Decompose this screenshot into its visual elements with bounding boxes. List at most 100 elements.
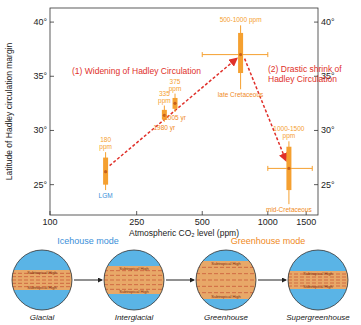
point-label: ppm [99,143,112,151]
point [173,102,176,105]
globe-outline [288,250,348,310]
y-tick [50,22,54,23]
globe-outline [104,250,164,310]
globe: Subtropical High Subtropical High [288,250,348,310]
x-tick-label: 1000 [258,217,278,227]
plot-frame [50,8,318,215]
circulation-line [12,283,72,284]
error-box [103,158,108,185]
stage-arrow [166,280,194,281]
ocean [12,250,72,310]
panel-label: Supergreenhouse [286,313,350,322]
y-tick-label: 40° [33,17,47,27]
x-cap [267,52,268,57]
point-name: 1980 yr [154,124,177,132]
mode-label: Greenhouse mode [231,236,306,246]
x-tick [50,211,51,215]
y-tick [50,76,54,77]
band-label: Subtropical High [303,284,332,289]
band-label: Subtropical High [211,294,240,299]
y2-tick-label: 25° [321,180,335,190]
y-tick [50,184,54,185]
y2-tick-label: 30° [321,125,335,135]
y2-tick-label: 40° [321,17,335,27]
circulation-line [104,284,164,285]
point-label: 1000-1500 [273,125,304,132]
x-tick-label: 1500 [296,217,316,227]
point [104,170,107,173]
circulation-line [104,275,164,276]
point-name: 2005 yr [164,114,187,122]
x-cap [312,166,313,171]
circulation-line [12,280,72,281]
stage-arrow [258,280,286,281]
annotation: (1) Widening of Hadley Circulation [72,66,201,76]
y-axis-label: Latitude of Hadley circulation margin [4,42,14,180]
y2-tick [314,22,318,23]
y-tick-label: 25° [33,180,47,190]
x-range [202,54,268,55]
hadley-band [12,270,72,290]
point-label: 375 [170,78,181,85]
point [287,167,290,170]
point-name: late Cretaceous [218,91,264,98]
ocean [104,250,164,310]
annotation: Hadley Circulation [268,74,337,84]
y-tick [50,130,54,131]
point-label: ppm [283,132,296,140]
globe-outline [196,250,256,310]
panel-label: Interglacial [115,313,154,322]
globe-outline [12,250,72,310]
band-label: Subtropical High [27,285,56,290]
hadley-band [196,261,256,299]
globe: Subtropical High Subtropical High [104,250,164,310]
x-cap [267,166,268,171]
x-tick [136,211,137,215]
x-tick-label: 500 [195,217,210,227]
point-name: mid-Cretaceous [266,206,313,213]
circulation-line [288,277,348,278]
panel-label: Greenhouse [204,313,249,322]
y2-tick [314,130,318,131]
circulation-line [104,280,164,281]
x-tick [202,211,203,215]
circulation-line [196,273,256,274]
band-label: Subtropical High [27,270,56,275]
ocean [196,250,256,310]
globe: Subtropical High Subtropical High [12,250,72,310]
band-label: Subtropical High [119,289,148,294]
circulation-line [196,286,256,287]
x-tick-label: 250 [129,217,144,227]
error-box [238,33,243,73]
mode-label: Icehouse mode [57,236,119,246]
point-label: ppm [169,85,182,93]
x-tick-label: 100 [42,217,57,227]
band-label: Subtropical High [211,261,240,266]
hadley-band [104,266,164,294]
panel-label: Glacial [30,313,55,322]
y-tick-label: 30° [33,125,47,135]
y-tick-label: 35° [33,71,47,81]
circulation-line [196,267,256,268]
figure: 1002505001000150025°25°30°30°35°35°40°40… [0,0,361,325]
band-label: Subtropical High [303,271,332,276]
hadley-band [288,271,348,289]
y2-tick [314,184,318,185]
point [239,53,242,56]
point-label: 180 [100,136,111,143]
x-axis-label: Atmospheric CO₂ level (ppm) [129,228,239,238]
x-cap [202,52,203,57]
ocean [288,250,348,310]
point-name: LGM [99,192,113,199]
globe: Subtropical High Subtropical High [196,250,256,310]
band-label: Subtropical High [119,266,148,271]
point-label: 500-1000 ppm [220,16,262,24]
point-label: ppm [158,97,171,105]
annotation: (2) Drastic shrink of [268,64,342,74]
circulation-line [196,280,256,281]
circulation-line [12,276,72,277]
stage-arrow [74,280,102,281]
error-box [173,98,178,109]
circulation-line [288,280,348,281]
marks [103,25,312,204]
